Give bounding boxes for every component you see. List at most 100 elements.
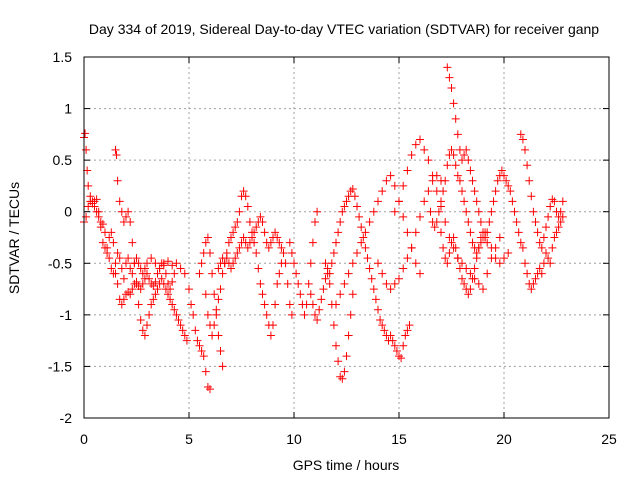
chart-title: Day 334 of 2019, Sidereal Day-to-day VTE…: [89, 21, 599, 37]
data-point: [325, 269, 334, 278]
data-point: [357, 238, 366, 247]
data-point: [214, 295, 223, 304]
data-point: [166, 295, 175, 304]
data-point: [403, 326, 412, 335]
data-point: [117, 264, 126, 273]
data-point: [516, 130, 525, 139]
data-point: [399, 212, 408, 221]
data-point: [350, 192, 359, 201]
data-point: [348, 290, 357, 299]
data-point: [113, 248, 122, 257]
data-point: [336, 372, 345, 381]
data-point: [222, 254, 231, 263]
data-point: [424, 187, 433, 196]
data-point: [264, 243, 273, 252]
series-sat-track-e: [201, 212, 286, 340]
data-point: [441, 218, 450, 227]
data-point: [403, 254, 412, 263]
data-point: [531, 218, 540, 227]
data-point: [216, 346, 225, 355]
data-point: [491, 187, 500, 196]
data-point: [449, 233, 458, 242]
x-tick-label: 20: [496, 431, 512, 447]
data-point: [203, 233, 212, 242]
data-point: [369, 285, 378, 294]
data-point: [130, 259, 139, 268]
data-point: [231, 254, 240, 263]
data-point: [98, 238, 107, 247]
data-point: [147, 279, 156, 288]
data-point: [546, 259, 555, 268]
x-tick-label: 5: [185, 431, 193, 447]
data-point: [304, 279, 313, 288]
data-point: [279, 248, 288, 257]
data-point: [210, 321, 219, 330]
data-point: [229, 228, 238, 237]
data-point: [445, 248, 454, 257]
data-point: [432, 218, 441, 227]
data-point: [495, 233, 504, 242]
data-point: [403, 166, 412, 175]
data-point: [214, 264, 223, 273]
data-point: [392, 346, 401, 355]
data-point: [437, 197, 445, 206]
data-point: [332, 300, 340, 309]
data-point: [479, 233, 487, 242]
data-point: [227, 233, 235, 242]
data-point: [124, 207, 133, 216]
data-point: [474, 279, 483, 288]
data-point: [348, 185, 357, 194]
data-point: [466, 269, 475, 278]
data-point: [390, 207, 399, 216]
data-point: [342, 197, 351, 206]
data-point: [378, 269, 387, 278]
y-tick-label: -1: [60, 307, 73, 323]
data-point: [382, 176, 391, 185]
data-point: [199, 352, 208, 361]
data-point: [447, 145, 456, 154]
data-point: [92, 195, 101, 204]
data-point: [453, 254, 462, 263]
data-point: [292, 269, 301, 278]
data-point: [180, 331, 189, 340]
data-point: [374, 259, 382, 268]
data-point: [197, 346, 206, 355]
data-point: [197, 259, 206, 268]
data-point: [542, 223, 550, 232]
data-point: [420, 145, 429, 154]
data-point: [115, 197, 124, 206]
data-point: [353, 202, 361, 211]
data-point: [315, 305, 324, 314]
data-point: [542, 248, 550, 257]
data-point: [539, 233, 548, 242]
data-point: [203, 310, 212, 319]
data-point: [388, 336, 397, 345]
data-point: [203, 383, 212, 392]
data-point: [487, 207, 496, 216]
data-point: [172, 310, 181, 319]
data-point: [407, 243, 416, 252]
data-point: [329, 321, 338, 330]
data-point: [361, 228, 370, 237]
y-axis-label: SDTVAR / TECUs: [6, 182, 22, 294]
data-point: [500, 254, 508, 263]
data-point: [447, 83, 456, 92]
data-point: [527, 285, 536, 294]
data-point: [390, 181, 399, 190]
data-point: [348, 259, 357, 268]
plot-frame: [83, 56, 610, 419]
data-point: [201, 290, 210, 299]
data-point: [518, 135, 527, 144]
data-point: [262, 310, 271, 319]
data-point: [451, 243, 460, 252]
y-tick-label: 0: [64, 204, 72, 220]
data-point: [481, 228, 490, 237]
data-point: [390, 279, 399, 288]
data-point: [233, 218, 242, 227]
data-point: [258, 290, 267, 299]
data-point: [201, 238, 210, 247]
data-points: [80, 63, 567, 394]
data-point: [241, 192, 250, 201]
